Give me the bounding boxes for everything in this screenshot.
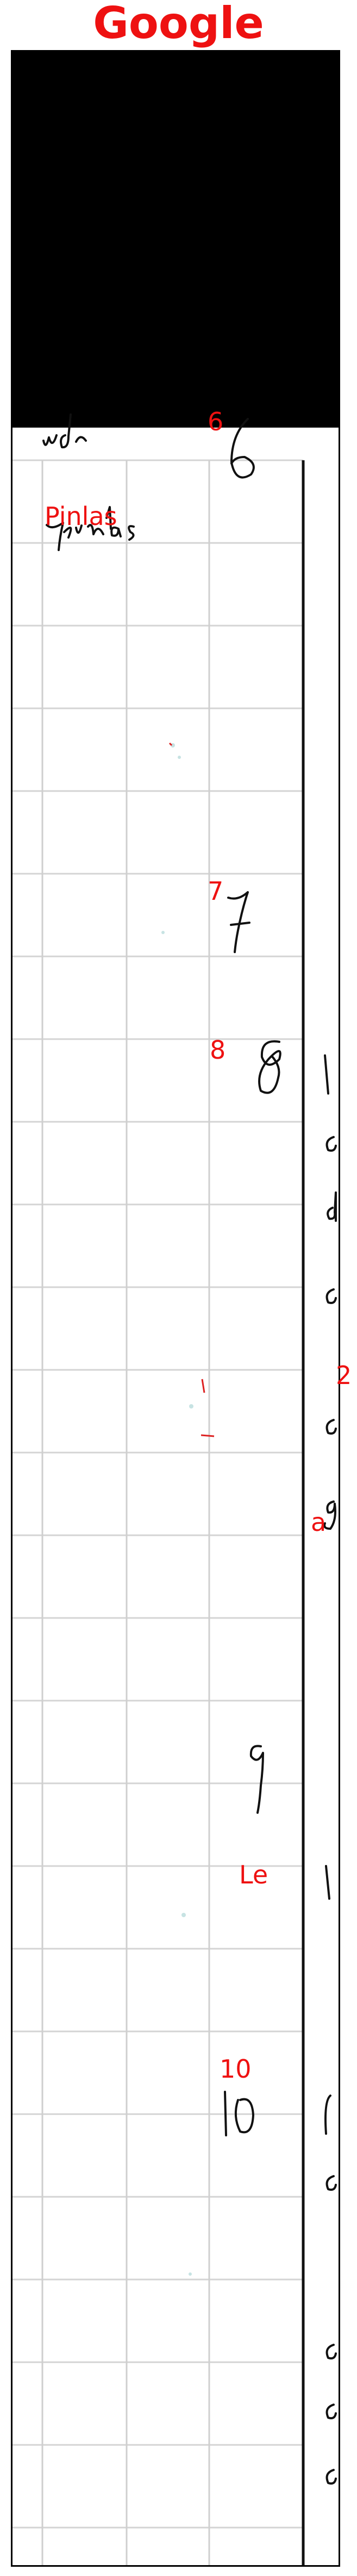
grid-lines — [12, 459, 305, 2565]
handwritten-mark-c2 — [325, 1288, 337, 1304]
document-frame — [11, 50, 340, 2567]
handwritten-word-pinlas — [46, 506, 135, 551]
label-6: 6 — [208, 407, 224, 436]
page-title: Google — [93, 0, 264, 48]
handwritten-digit-7 — [227, 891, 250, 953]
red-tick-3 — [168, 742, 173, 746]
red-tick-2 — [201, 1434, 215, 1437]
handwritten-mark-c1 — [325, 1136, 337, 1152]
ink-speckle-4 — [189, 1404, 193, 1409]
handwriting-scrawl-top — [42, 413, 87, 449]
handwritten-mark-1 — [324, 1054, 329, 1095]
ink-speckle-6 — [189, 2272, 192, 2276]
handwritten-mark-c4 — [325, 2175, 337, 2191]
label-le: Le — [239, 1860, 268, 1889]
handwritten-mark-bracket — [324, 2095, 331, 2135]
handwritten-digit-6 — [230, 418, 255, 479]
handwritten-mark-g — [323, 1500, 336, 1530]
handwritten-mark-c6 — [325, 2404, 337, 2419]
handwritten-mark-c5 — [325, 2344, 337, 2359]
handwritten-digit-9 — [249, 1745, 264, 1814]
label-7: 7 — [208, 876, 224, 906]
handwritten-mark-c3 — [325, 1419, 337, 1435]
ink-speckle-2 — [178, 756, 181, 759]
label-8: 8 — [210, 1035, 226, 1065]
handwritten-mark-d — [327, 1191, 337, 1222]
label-10: 10 — [220, 2054, 252, 2084]
handwritten-grid-sheet — [12, 426, 339, 2565]
ink-speckle-5 — [181, 1913, 186, 1917]
redacted-black-panel — [12, 52, 339, 426]
label-2: 2 — [336, 1361, 352, 1390]
handwritten-mark-bar — [325, 1865, 330, 1900]
label-pinlas: Pinlas — [45, 502, 117, 531]
handwritten-mark-c7 — [325, 2469, 337, 2485]
handwritten-digit-8 — [258, 1040, 281, 1094]
red-tick-1 — [201, 1379, 205, 1393]
label-a: a — [311, 1508, 327, 1537]
ink-speckle-3 — [161, 931, 165, 934]
handwritten-number-10 — [224, 2091, 254, 2136]
